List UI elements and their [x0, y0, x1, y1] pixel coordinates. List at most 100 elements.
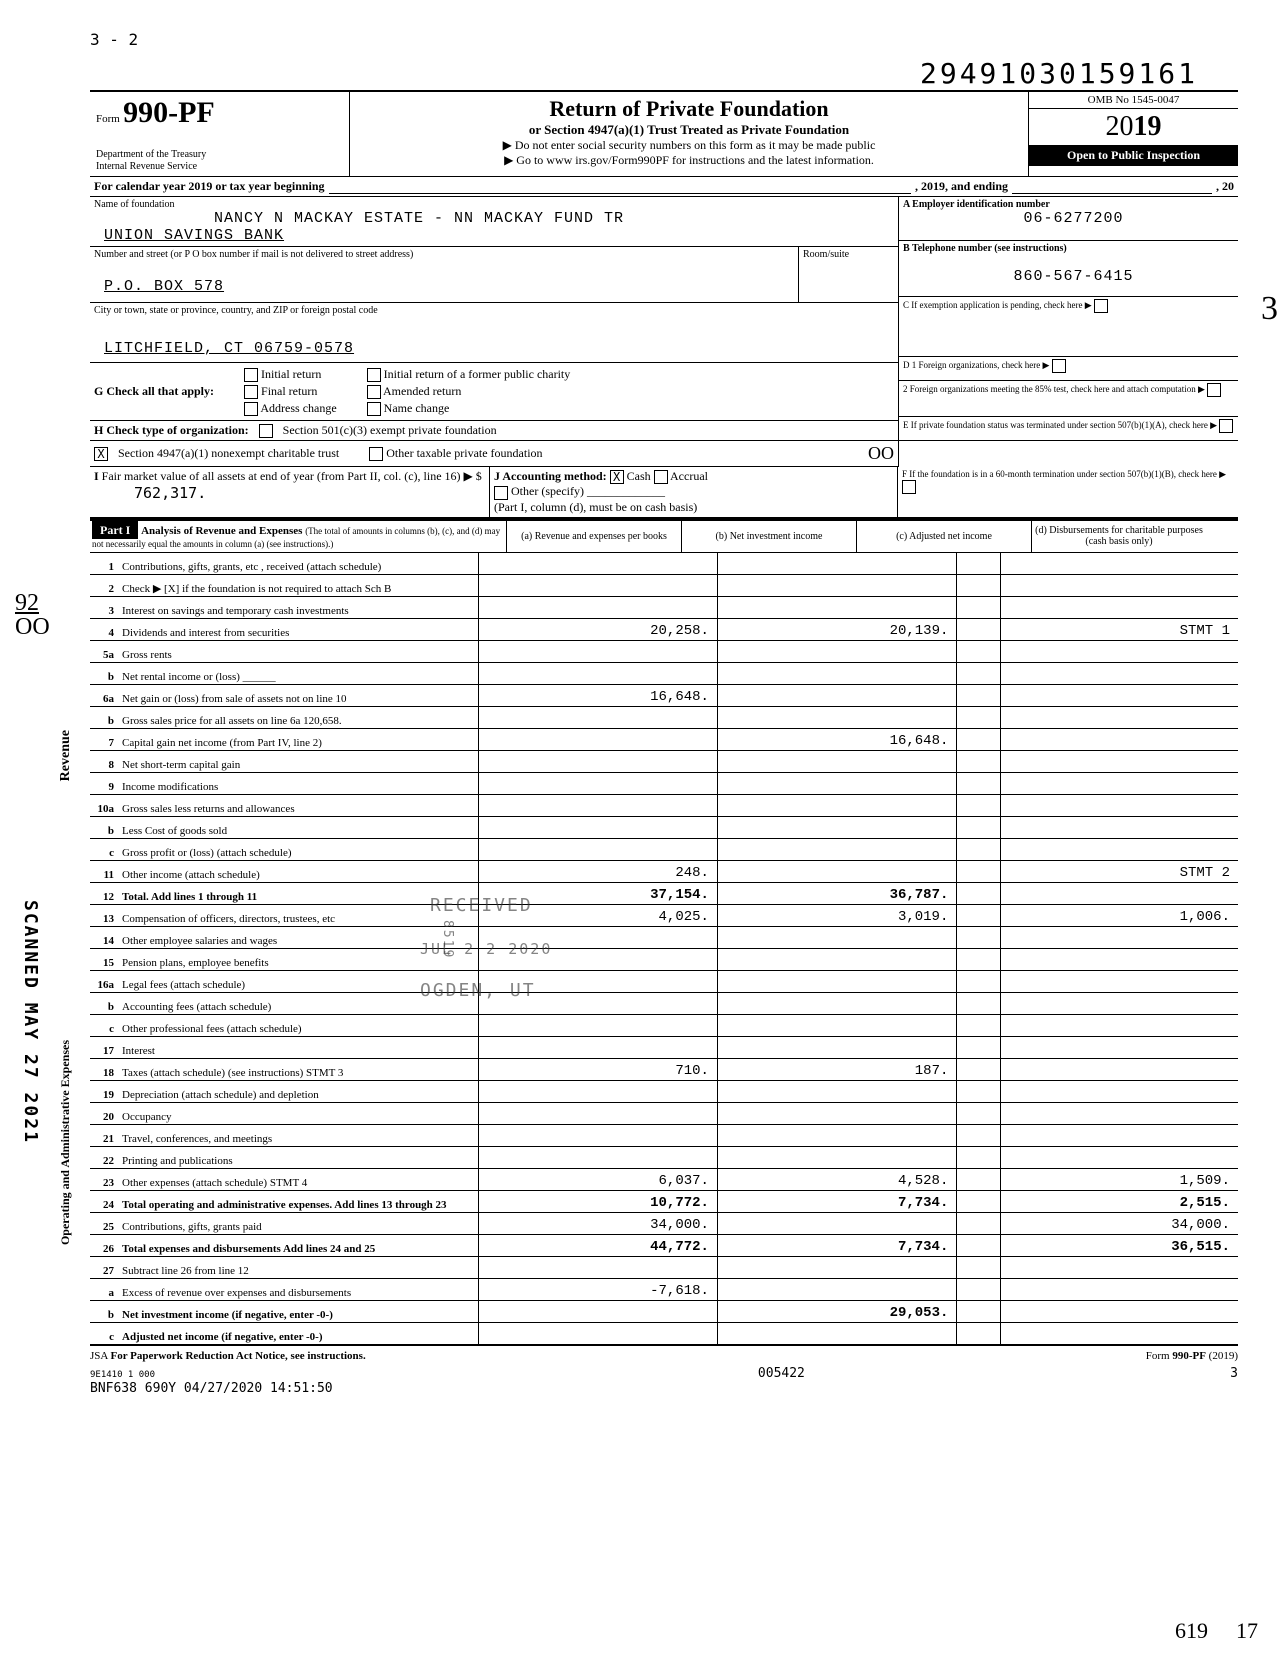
side-expenses: Operating and Administrative Expenses — [58, 1040, 73, 1245]
line-number: c — [90, 1015, 118, 1037]
col-a-amount: 44,772. — [478, 1235, 717, 1257]
col-a-amount — [478, 1081, 717, 1103]
checkbox-d1[interactable] — [1052, 359, 1066, 373]
oo-mark: OO — [868, 443, 894, 464]
form-page: 3 - 2 29491030159161 Form 990-PF Departm… — [0, 0, 1288, 1656]
col-b-amount — [717, 949, 956, 971]
line-description: Net gain or (loss) from sale of assets n… — [118, 685, 478, 707]
line-description: Interest on savings and temporary cash i… — [118, 597, 478, 619]
line-description: Contributions, gifts, grants, etc , rece… — [118, 553, 478, 575]
checkbox-e[interactable] — [1219, 419, 1233, 433]
col-a-amount — [478, 817, 717, 839]
table-row: 1Contributions, gifts, grants, etc , rec… — [90, 553, 1238, 575]
table-row: 10aGross sales less returns and allowanc… — [90, 795, 1238, 817]
foundation-name-cell: Name of foundation NANCY N MACKAY ESTATE… — [90, 197, 898, 247]
col-a-amount — [478, 729, 717, 751]
col-a-amount — [478, 839, 717, 861]
table-row: cAdjusted net income (if negative, enter… — [90, 1323, 1238, 1345]
checkbox-c[interactable] — [1094, 299, 1108, 313]
margin-17: 17 — [1236, 1618, 1258, 1644]
table-row: 20Occupancy — [90, 1103, 1238, 1125]
f-termination: F If the foundation is in a 60-month ter… — [898, 467, 1238, 517]
checkbox-other-taxable[interactable] — [369, 447, 383, 461]
col-d-amount — [1000, 773, 1238, 795]
checkbox-initial[interactable] — [244, 368, 258, 382]
col-d-amount — [1000, 1015, 1238, 1037]
col-c-amount — [957, 641, 1000, 663]
line-description: Compensation of officers, directors, tru… — [118, 905, 478, 927]
checkbox-accrual[interactable] — [654, 470, 668, 484]
col-b-amount — [717, 1103, 956, 1125]
line-description: Net short-term capital gain — [118, 751, 478, 773]
col-d-amount — [1000, 1147, 1238, 1169]
line-number: 2 — [90, 575, 118, 597]
col-a-amount — [478, 773, 717, 795]
col-d-amount — [1000, 883, 1238, 905]
col-d-amount — [1000, 751, 1238, 773]
checkbox-final[interactable] — [244, 385, 258, 399]
line-number: a — [90, 1279, 118, 1301]
col-d-amount — [1000, 1279, 1238, 1301]
top-left-mark: 3 - 2 — [90, 30, 138, 49]
col-c-amount — [957, 575, 1000, 597]
table-row: bAccounting fees (attach schedule) — [90, 993, 1238, 1015]
col-d-amount — [1000, 1257, 1238, 1279]
part1-table: 1Contributions, gifts, grants, etc , rec… — [90, 553, 1238, 1346]
line-number: b — [90, 817, 118, 839]
col-c-amount — [957, 597, 1000, 619]
table-row: 13Compensation of officers, directors, t… — [90, 905, 1238, 927]
omb-number: OMB No 1545-0047 — [1029, 92, 1238, 109]
checkbox-501c3[interactable] — [259, 424, 273, 438]
col-b-amount — [717, 663, 956, 685]
table-row: 22Printing and publications — [90, 1147, 1238, 1169]
col-c-amount — [957, 1059, 1000, 1081]
checkbox-d2[interactable] — [1207, 383, 1221, 397]
line-number: 27 — [90, 1257, 118, 1279]
table-row: 14Other employee salaries and wages — [90, 927, 1238, 949]
ogden-stamp: OGDEN, UT — [420, 980, 536, 1001]
line-number: 21 — [90, 1125, 118, 1147]
part1-label: Part I — [92, 521, 138, 539]
checkbox-f[interactable] — [902, 480, 916, 494]
col-c-amount — [957, 707, 1000, 729]
line-number: 19 — [90, 1081, 118, 1103]
checkbox-amended[interactable] — [367, 385, 381, 399]
i-fmv: I Fair market value of all assets at end… — [90, 467, 490, 517]
e-terminated: E If private foundation status was termi… — [899, 417, 1238, 441]
col-b-amount — [717, 553, 956, 575]
checkbox-4947[interactable]: X — [94, 447, 108, 461]
col-c-amount — [957, 1103, 1000, 1125]
col-b-amount — [717, 971, 956, 993]
col-d-amount — [1000, 795, 1238, 817]
table-row: 27Subtract line 26 from line 12 — [90, 1257, 1238, 1279]
col-a-amount — [478, 1125, 717, 1147]
street-value: P.O. BOX 578 — [94, 278, 794, 295]
line-number: 5a — [90, 641, 118, 663]
checkbox-address[interactable] — [244, 402, 258, 416]
margin-3: 3 — [1261, 290, 1278, 328]
table-row: 17Interest — [90, 1037, 1238, 1059]
col-d-amount — [1000, 1323, 1238, 1345]
checkbox-cash[interactable]: X — [610, 470, 624, 484]
line-number: 26 — [90, 1235, 118, 1257]
line-description: Depreciation (attach schedule) and deple… — [118, 1081, 478, 1103]
col-c-amount — [957, 795, 1000, 817]
col-c-amount — [957, 553, 1000, 575]
col-b-amount — [717, 597, 956, 619]
checkbox-former[interactable] — [367, 368, 381, 382]
checkbox-namechange[interactable] — [367, 402, 381, 416]
line-number: 25 — [90, 1213, 118, 1235]
table-row: bLess Cost of goods sold — [90, 817, 1238, 839]
col-c-amount — [957, 817, 1000, 839]
col-b-amount: 29,053. — [717, 1301, 956, 1323]
line-description: Income modifications — [118, 773, 478, 795]
table-row: 16aLegal fees (attach schedule) — [90, 971, 1238, 993]
checkbox-other-method[interactable] — [494, 486, 508, 500]
side-revenue: Revenue — [58, 730, 74, 781]
col-c-amount — [957, 1037, 1000, 1059]
scanned-stamp: SCANNED MAY 27 2021 — [20, 900, 41, 1144]
col-b-amount: 36,787. — [717, 883, 956, 905]
document-id: 29491030159161 — [90, 57, 1198, 90]
table-row: 18Taxes (attach schedule) (see instructi… — [90, 1059, 1238, 1081]
line-number: c — [90, 839, 118, 861]
